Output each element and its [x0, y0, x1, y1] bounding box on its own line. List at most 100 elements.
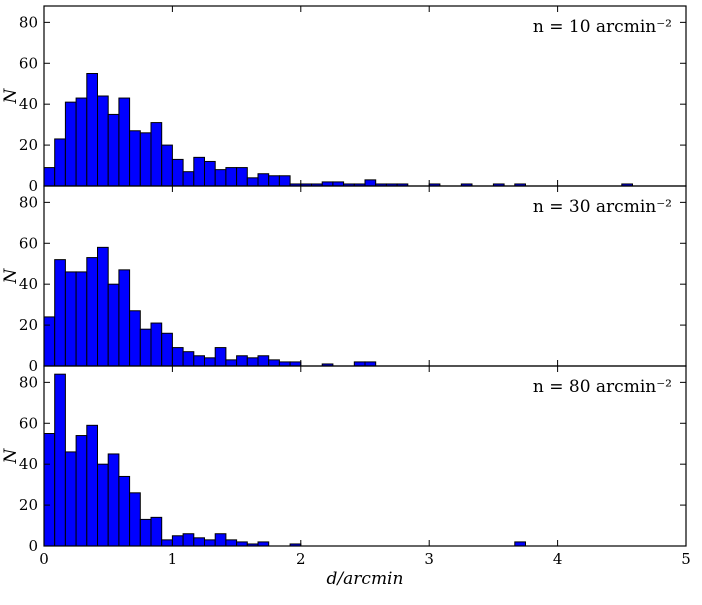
histogram-bar [353, 361, 366, 367]
histogram-bar [64, 101, 77, 187]
histogram-bar [86, 257, 99, 367]
histogram-bar [107, 283, 120, 367]
histogram-bar [107, 453, 120, 547]
histogram-bar [193, 537, 206, 547]
density-annotation: n = 30 arcmin⁻² [533, 197, 672, 217]
x-tick-label: 3 [424, 550, 434, 568]
histogram-bar [214, 533, 227, 547]
histogram-bar [75, 97, 88, 187]
histogram-bar [204, 539, 216, 547]
histogram-bar [268, 175, 280, 187]
histogram-bar [225, 167, 238, 187]
y-tick-label: 20 [19, 316, 38, 334]
histogram-bar [257, 541, 270, 547]
histogram-bar [43, 167, 56, 187]
density-annotation: n = 10 arcmin⁻² [533, 17, 672, 37]
histogram-bar [86, 424, 99, 547]
histogram-bar [204, 357, 216, 367]
histogram-bar [118, 269, 131, 367]
histogram-bar [118, 97, 131, 187]
histogram-bar [246, 177, 259, 187]
x-tick-label: 5 [681, 550, 691, 568]
y-tick-label: 80 [19, 13, 38, 31]
histogram-bar [204, 160, 216, 187]
panel-frame [43, 365, 687, 547]
histogram-bar [64, 271, 77, 367]
histogram-bar [332, 181, 345, 187]
histogram-bar [86, 73, 99, 187]
histogram-bar [289, 361, 302, 367]
histogram-bar [64, 451, 77, 547]
histogram-bar [278, 361, 291, 367]
histogram-bar [161, 144, 173, 187]
histogram-bar [182, 533, 195, 547]
histogram-bar [107, 113, 120, 187]
histogram-bar [171, 535, 184, 547]
y-axis-label: N [1, 267, 21, 284]
histogram-bar [129, 492, 141, 547]
x-tick-label: 2 [296, 550, 306, 568]
histogram-bar [139, 518, 152, 547]
y-tick-label: 40 [19, 275, 38, 293]
histogram-panel-1: 0 20 40 60 80 Nn = 10 arcmin⁻² [1, 5, 687, 195]
histogram-bar [193, 156, 206, 187]
density-annotation: n = 80 arcmin⁻² [533, 377, 672, 397]
histogram-bar [54, 373, 66, 547]
histogram-bar [75, 435, 88, 547]
histogram-bar [129, 130, 141, 187]
histogram-bar [514, 541, 526, 547]
y-axis-label: N [1, 447, 21, 464]
histogram-bar [150, 322, 163, 367]
histogram-bar [139, 132, 152, 187]
histogram-bar [161, 332, 173, 367]
histogram-bar [75, 271, 88, 367]
histogram-bar [268, 359, 280, 367]
histogram-bar [129, 310, 141, 367]
y-tick-label: 40 [19, 455, 38, 473]
histogram-bar [321, 181, 334, 187]
histogram-bar [246, 357, 259, 367]
histogram-bar [236, 355, 248, 367]
y-axis-label: N [1, 87, 21, 104]
histogram-bar [236, 167, 248, 187]
histogram-bar [43, 433, 56, 547]
histogram-bar [171, 347, 184, 367]
histogram-bar [257, 355, 270, 367]
histogram-bar [278, 175, 291, 187]
y-tick-label: 20 [19, 496, 38, 514]
histogram-bar [364, 361, 377, 367]
histogram-bar [97, 463, 109, 547]
histogram-bar [171, 158, 184, 187]
histogram-bar [161, 539, 173, 547]
histogram-bar [236, 541, 248, 547]
histogram-bar [225, 539, 238, 547]
x-tick-label: 0 [39, 550, 49, 568]
histogram-bar [54, 138, 66, 187]
histogram-bar [150, 516, 163, 547]
y-tick-label: 0 [28, 177, 38, 195]
histogram-panel-2: 0 20 40 60 80 Nn = 30 arcmin⁻² [1, 185, 687, 375]
histogram-bar [193, 355, 206, 367]
histogram-bar [97, 246, 109, 367]
histogram-bar [182, 351, 195, 367]
histogram-bar [257, 173, 270, 187]
x-tick-label: 1 [168, 550, 178, 568]
histogram-bar [214, 169, 227, 187]
histogram-bar [97, 95, 109, 187]
y-tick-label: 80 [19, 373, 38, 391]
y-tick-label: 60 [19, 414, 38, 432]
histogram-panel-3: 0 20 40 60 80 0 1 2 3 4 5 Nn = 80 arcmin⁻² [1, 365, 691, 568]
histogram-bar [43, 316, 56, 367]
histogram-bar [364, 179, 377, 187]
x-tick-label: 4 [553, 550, 563, 568]
histogram-bar [150, 122, 163, 187]
histogram-bar [225, 359, 238, 367]
histogram-bar [182, 171, 195, 187]
y-tick-label: 0 [28, 537, 38, 555]
y-tick-label: 40 [19, 95, 38, 113]
histogram-bar [139, 328, 152, 367]
y-tick-label: 20 [19, 136, 38, 154]
